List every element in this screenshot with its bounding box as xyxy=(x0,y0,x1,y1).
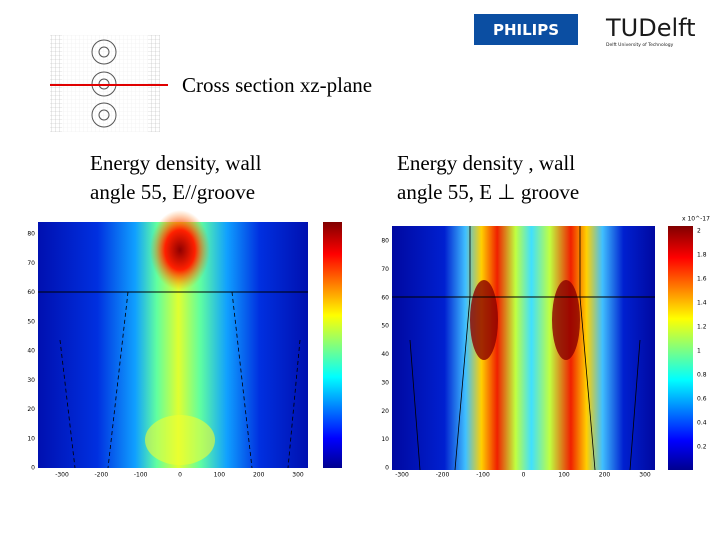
heatmap xyxy=(392,226,655,471)
tudelft-sub: Delft University of Technology xyxy=(606,42,674,48)
tudelft-text: TUDelft xyxy=(605,14,696,42)
colorbar-tick-label: 0.6 xyxy=(697,396,707,403)
colorbar-tick-label: 1.6 xyxy=(697,276,707,283)
philips-text: PHILIPS xyxy=(493,21,559,39)
y-tick-label: 0 xyxy=(31,465,35,472)
y-tick-label: 20 xyxy=(381,408,389,415)
x-tick-label: -200 xyxy=(95,472,109,479)
x-tick-label: -100 xyxy=(476,472,490,479)
panel-title: Energy density , wall xyxy=(397,151,575,175)
y-tick-label: 0 xyxy=(385,465,389,472)
y-tick-label: 70 xyxy=(381,266,389,273)
y-tick-label: 30 xyxy=(381,379,389,386)
y-tick-label: 50 xyxy=(27,318,35,325)
x-tick-label: 0 xyxy=(178,472,182,479)
colorbar-exponent: x 10^-17 xyxy=(682,216,710,223)
colorbar-tick-label: 1.2 xyxy=(697,324,707,331)
philips-logo xyxy=(474,14,578,45)
x-tick-label: 300 xyxy=(639,472,651,479)
x-tick-label: 0 xyxy=(522,472,526,479)
y-tick-label: 70 xyxy=(27,260,35,267)
x-tick-label: 100 xyxy=(558,472,570,479)
colorbar xyxy=(323,222,342,468)
x-tick-label: -200 xyxy=(436,472,450,479)
y-tick-label: 40 xyxy=(27,348,35,355)
colorbar-tick-label: 0.8 xyxy=(697,372,707,379)
x-tick-label: 200 xyxy=(253,472,265,479)
x-tick-label: -300 xyxy=(395,472,409,479)
schematic xyxy=(50,35,168,132)
y-tick-label: 10 xyxy=(27,435,35,442)
y-tick-label: 80 xyxy=(381,238,389,245)
x-tick-label: -300 xyxy=(55,472,69,479)
y-tick-label: 60 xyxy=(27,289,35,296)
panel-title: angle 55, E ⊥ groove xyxy=(397,180,579,204)
y-tick-label: 30 xyxy=(27,377,35,384)
y-tick-label: 40 xyxy=(381,351,389,358)
x-tick-label: -100 xyxy=(134,472,148,479)
colorbar-tick-label: 1.4 xyxy=(697,300,707,307)
x-tick-label: 300 xyxy=(292,472,304,479)
panel-title: angle 55, E//groove xyxy=(90,180,255,204)
panel-title: Energy density, wall xyxy=(90,151,262,175)
y-tick-label: 80 xyxy=(27,231,35,238)
x-tick-label: 200 xyxy=(599,472,611,479)
y-tick-label: 20 xyxy=(27,406,35,413)
x-tick-label: 100 xyxy=(214,472,226,479)
colorbar xyxy=(668,226,693,470)
y-tick-label: 50 xyxy=(381,323,389,330)
colorbar-tick-label: 0.4 xyxy=(697,420,707,427)
y-tick-label: 60 xyxy=(381,294,389,301)
colorbar-tick-label: 2 xyxy=(697,228,701,235)
colorbar-tick-label: 1 xyxy=(697,348,701,355)
colorbar-tick-label: 1.8 xyxy=(697,252,707,259)
heatmap xyxy=(38,210,308,469)
y-tick-label: 10 xyxy=(381,436,389,443)
colorbar-tick-label: 0.2 xyxy=(697,444,707,451)
caption: Cross section xz-plane xyxy=(182,73,372,97)
